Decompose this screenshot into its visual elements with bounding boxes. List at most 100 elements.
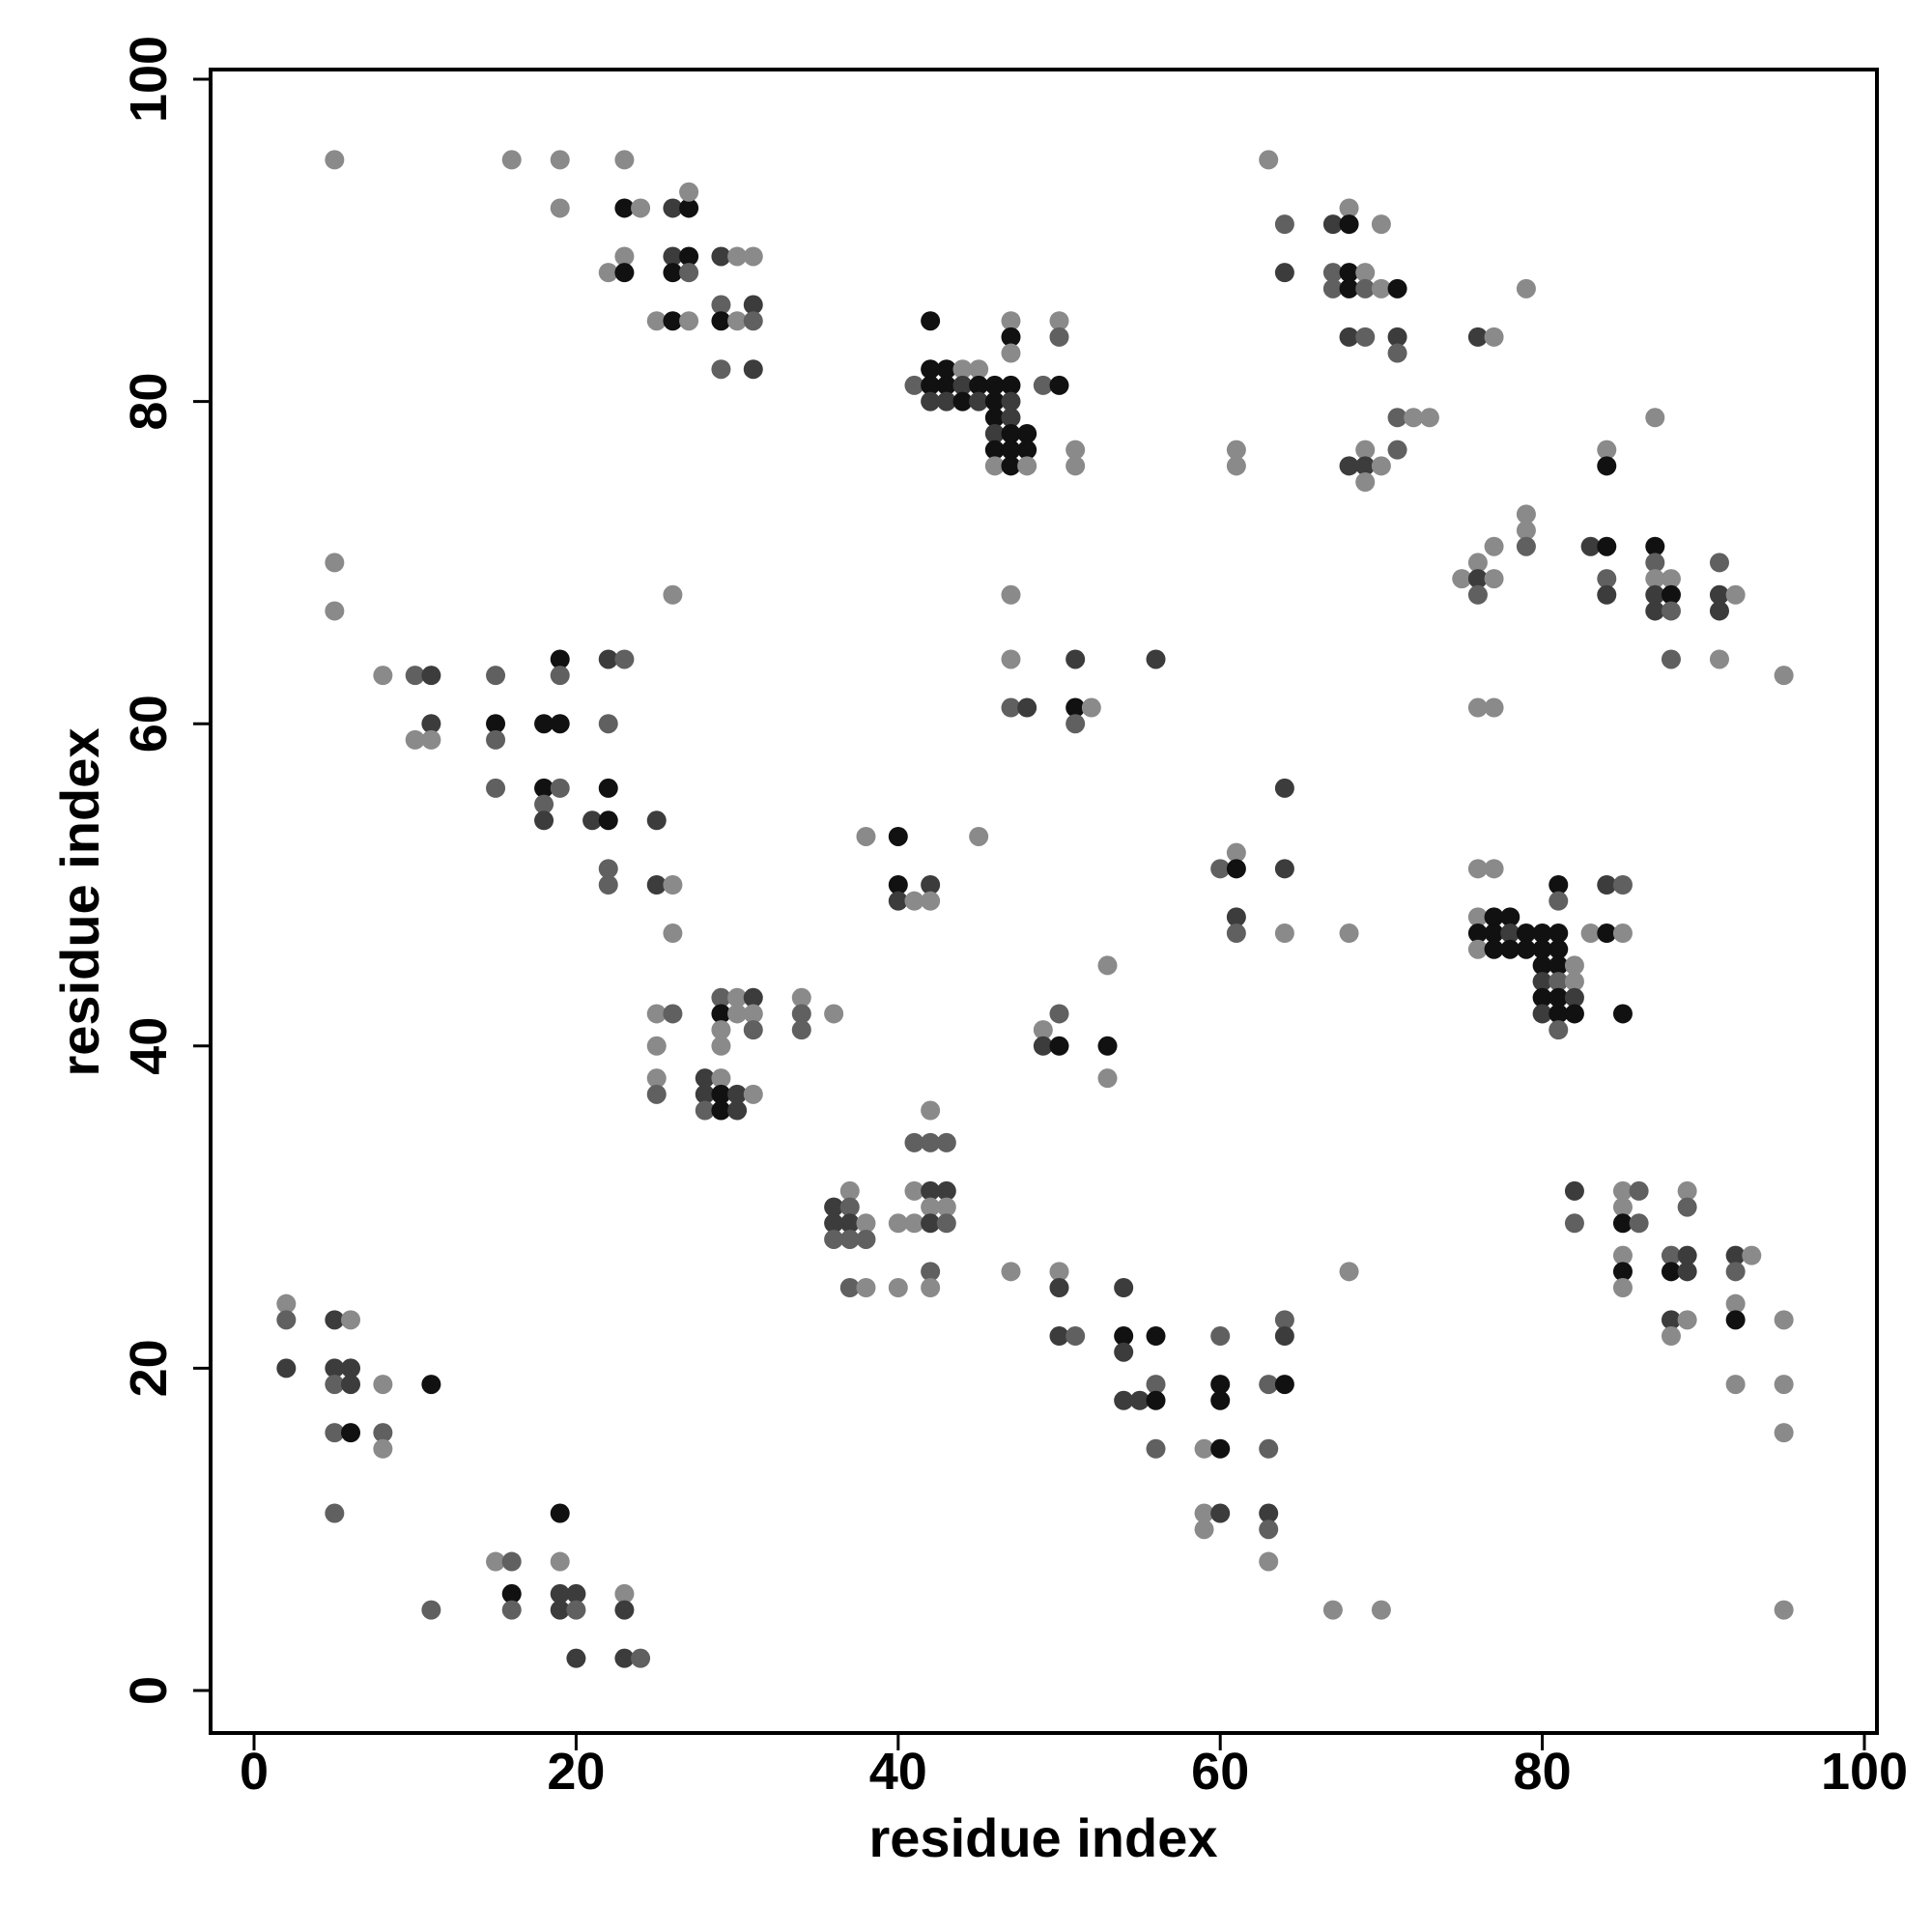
data-point [534, 778, 554, 798]
data-point [824, 1213, 844, 1234]
data-point [598, 649, 618, 669]
data-point [614, 1600, 635, 1620]
data-point [1033, 1020, 1053, 1040]
data-point [1322, 214, 1343, 235]
data-point [1612, 875, 1633, 895]
data-point [1017, 697, 1037, 718]
data-point [695, 1068, 715, 1089]
data-point [1645, 553, 1665, 573]
data-point [614, 198, 635, 218]
data-point [550, 150, 570, 170]
data-point [1001, 375, 1021, 395]
data-point [1677, 1262, 1697, 1282]
data-point [1355, 278, 1376, 298]
y-tick-label: 80 [120, 373, 178, 431]
data-point [1774, 1375, 1794, 1395]
data-point [1033, 1036, 1053, 1056]
data-point [743, 359, 763, 380]
data-point [1548, 939, 1569, 959]
data-point [1467, 939, 1488, 959]
data-point [1597, 440, 1617, 460]
data-point [534, 794, 554, 814]
data-point [1114, 1278, 1134, 1297]
data-point [1001, 408, 1021, 428]
data-point [1114, 1390, 1134, 1410]
data-point [566, 1600, 586, 1620]
data-point [1548, 987, 1569, 1008]
data-point [1049, 327, 1069, 347]
data-point [1001, 423, 1021, 443]
data-point [1661, 1310, 1681, 1330]
data-point [1097, 1068, 1118, 1089]
data-point [646, 875, 667, 895]
data-point [839, 1180, 860, 1201]
data-point [984, 423, 1005, 443]
data-point [1548, 875, 1569, 895]
data-point [1597, 923, 1617, 944]
data-point [582, 810, 603, 831]
data-point [921, 1197, 941, 1217]
data-point [1725, 1375, 1746, 1395]
data-point [1467, 923, 1488, 944]
data-point [1484, 923, 1504, 944]
data-point [1001, 440, 1021, 460]
data-point [1484, 327, 1504, 347]
data-point [1355, 440, 1376, 460]
data-point [598, 263, 618, 283]
data-point [1274, 263, 1294, 283]
data-point [839, 1278, 860, 1297]
data-point [1049, 1004, 1069, 1024]
data-point [904, 891, 924, 911]
data-point [1097, 1036, 1118, 1056]
data-point [1484, 939, 1504, 959]
data-point [1387, 343, 1407, 363]
data-point [921, 875, 941, 895]
data-point [663, 923, 683, 944]
data-point [1725, 1262, 1746, 1282]
data-point [936, 375, 956, 395]
data-point [727, 987, 748, 1008]
data-point [888, 1278, 908, 1297]
data-point [1274, 859, 1294, 879]
data-point [1226, 907, 1246, 927]
data-point [1452, 569, 1472, 589]
data-point [921, 1262, 941, 1282]
data-point [743, 1084, 763, 1104]
data-point [824, 1197, 844, 1217]
data-point [1081, 697, 1101, 718]
data-point [904, 1180, 924, 1201]
data-point [325, 1503, 345, 1523]
data-point [936, 1197, 956, 1217]
data-point [1725, 1310, 1746, 1330]
data-point [325, 601, 345, 621]
data-point [1049, 1278, 1069, 1297]
data-point [1597, 456, 1617, 476]
data-point [501, 1600, 522, 1620]
data-point [486, 714, 506, 734]
data-point [921, 1100, 941, 1121]
data-point [1548, 1020, 1569, 1040]
data-point [1274, 923, 1294, 944]
data-point [1661, 569, 1681, 589]
data-point [791, 987, 811, 1008]
data-point [695, 1100, 715, 1121]
data-point [1274, 778, 1294, 798]
data-point [1322, 263, 1343, 283]
data-point [1065, 1326, 1086, 1347]
data-point [711, 1036, 731, 1056]
data-point [534, 810, 554, 831]
data-point [486, 729, 506, 750]
data-point [1001, 327, 1021, 347]
data-point [1677, 1180, 1697, 1201]
data-point [1532, 923, 1552, 944]
data-point [1146, 1375, 1166, 1395]
data-point [1226, 923, 1246, 944]
x-tick-label: 0 [240, 1743, 269, 1801]
data-point [1017, 456, 1037, 476]
data-point [1774, 666, 1794, 686]
data-point [921, 1213, 941, 1234]
data-point [727, 1084, 748, 1104]
data-point [888, 1213, 908, 1234]
data-point [1532, 972, 1552, 992]
data-point [1387, 278, 1407, 298]
